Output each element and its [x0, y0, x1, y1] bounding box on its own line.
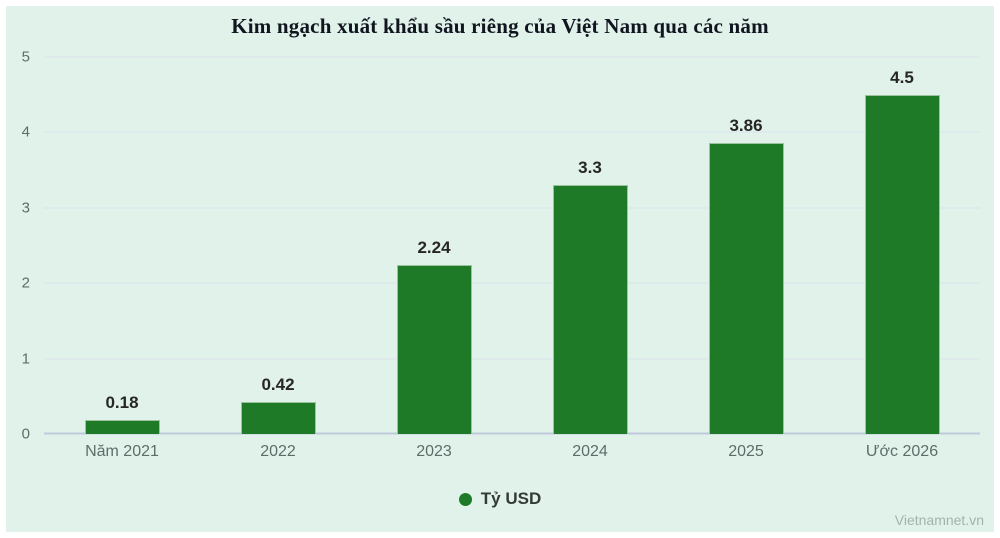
- bar-group: 0.42: [200, 57, 356, 434]
- bar-value-label: 0.18: [105, 393, 139, 413]
- bar-value-label: 3.3: [578, 158, 602, 178]
- gridline: [44, 358, 980, 360]
- bars-container: 0.18 0.42 2.24 3.3 3.86 4.5: [44, 57, 980, 434]
- bar: [864, 94, 940, 434]
- bar-value-label: 3.86: [729, 115, 763, 135]
- y-tick-label: 1: [21, 350, 30, 368]
- y-tick-label: 4: [21, 123, 30, 141]
- legend: Tỷ USD: [6, 489, 994, 509]
- bar: [84, 420, 160, 434]
- chart-canvas: Kim ngạch xuất khẩu sầu riêng của Việt N…: [6, 6, 994, 532]
- y-tick-label: 2: [21, 274, 30, 292]
- bar-value-label: 2.24: [417, 238, 451, 258]
- gridline: [44, 56, 980, 58]
- watermark: Vietnamnet.vn: [894, 512, 984, 528]
- y-axis: 0 1 2 3 4 5: [6, 49, 36, 443]
- bar: [708, 142, 784, 434]
- bar-group: 0.18: [44, 57, 200, 434]
- gridlines: [44, 56, 980, 435]
- bar-group: 4.5: [824, 57, 980, 434]
- x-tick-label: 2022: [260, 443, 296, 460]
- legend-label: Tỷ USD: [480, 489, 542, 508]
- x-tick-label: Năm 2021: [85, 443, 159, 460]
- y-tick-label: 0: [21, 425, 30, 443]
- gridline: [44, 131, 980, 133]
- y-tick-label: 3: [21, 199, 30, 217]
- bar: [552, 185, 628, 434]
- y-tick-label: 5: [21, 48, 30, 66]
- x-axis-line: [44, 432, 980, 435]
- bar-group: 2.24: [356, 57, 512, 434]
- chart-title: Kim ngạch xuất khẩu sầu riêng của Việt N…: [231, 14, 769, 38]
- legend-marker-icon: [458, 492, 472, 506]
- x-axis: Năm 2021 2022 2023 2024 2025 Ước 2026: [44, 443, 980, 461]
- bar: [240, 402, 316, 434]
- bar-value-label: 4.5: [890, 67, 914, 87]
- gridline: [44, 207, 980, 209]
- gridline: [44, 282, 980, 284]
- x-tick-label: 2025: [728, 443, 764, 460]
- x-tick-label: Ước 2026: [865, 443, 939, 460]
- x-tick-label: 2023: [416, 443, 452, 460]
- bar-group: 3.3: [512, 57, 668, 434]
- bar-value-label: 0.42: [261, 375, 295, 395]
- x-tick-label: 2024: [572, 443, 608, 460]
- plot-area: 0.18 0.42 2.24 3.3 3.86 4.5: [44, 56, 980, 435]
- bar: [396, 265, 472, 434]
- bar-group: 3.86: [668, 57, 824, 434]
